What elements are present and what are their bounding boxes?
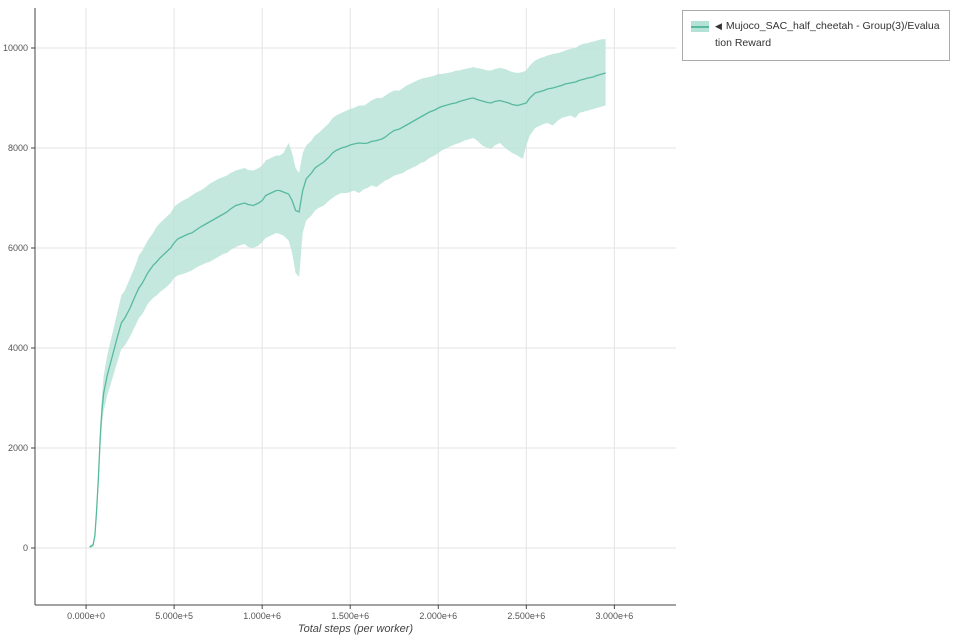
x-tick-label: 1.000e+6 [243,611,281,621]
mean-line [89,72,606,548]
legend-label-wrap: ◀ Mujoco_SAC_half_cheetah - Group(3)/Eval… [715,18,941,53]
y-tick-label: 4000 [8,343,28,353]
legend-collapse-icon[interactable]: ◀ [715,21,722,31]
y-tick-label: 2000 [8,443,28,453]
confidence-band [89,39,606,548]
legend-box: ◀ Mujoco_SAC_half_cheetah - Group(3)/Eval… [682,10,950,61]
legend-swatch-line-icon [691,25,709,28]
y-tick-label: 6000 [8,243,28,253]
x-tick-label: 1.500e+6 [331,611,369,621]
x-tick-label: 5.000e+5 [155,611,193,621]
y-tick-label: 10000 [3,43,28,53]
legend-label: Mujoco_SAC_half_cheetah - Group(3)/Evalu… [715,20,940,50]
x-tick-label: 0.000e+0 [67,611,105,621]
x-tick-label: 3.000e+6 [595,611,633,621]
y-tick-label: 0 [23,543,28,553]
legend-item[interactable]: ◀ Mujoco_SAC_half_cheetah - Group(3)/Eval… [691,18,941,53]
x-tick-label: 2.500e+6 [507,611,545,621]
x-axis-title: Total steps (per worker) [298,623,413,635]
y-tick-label: 8000 [8,143,28,153]
axes [31,8,676,609]
x-tick-label: 2.000e+6 [419,611,457,621]
legend-swatch-band-icon [691,21,709,32]
